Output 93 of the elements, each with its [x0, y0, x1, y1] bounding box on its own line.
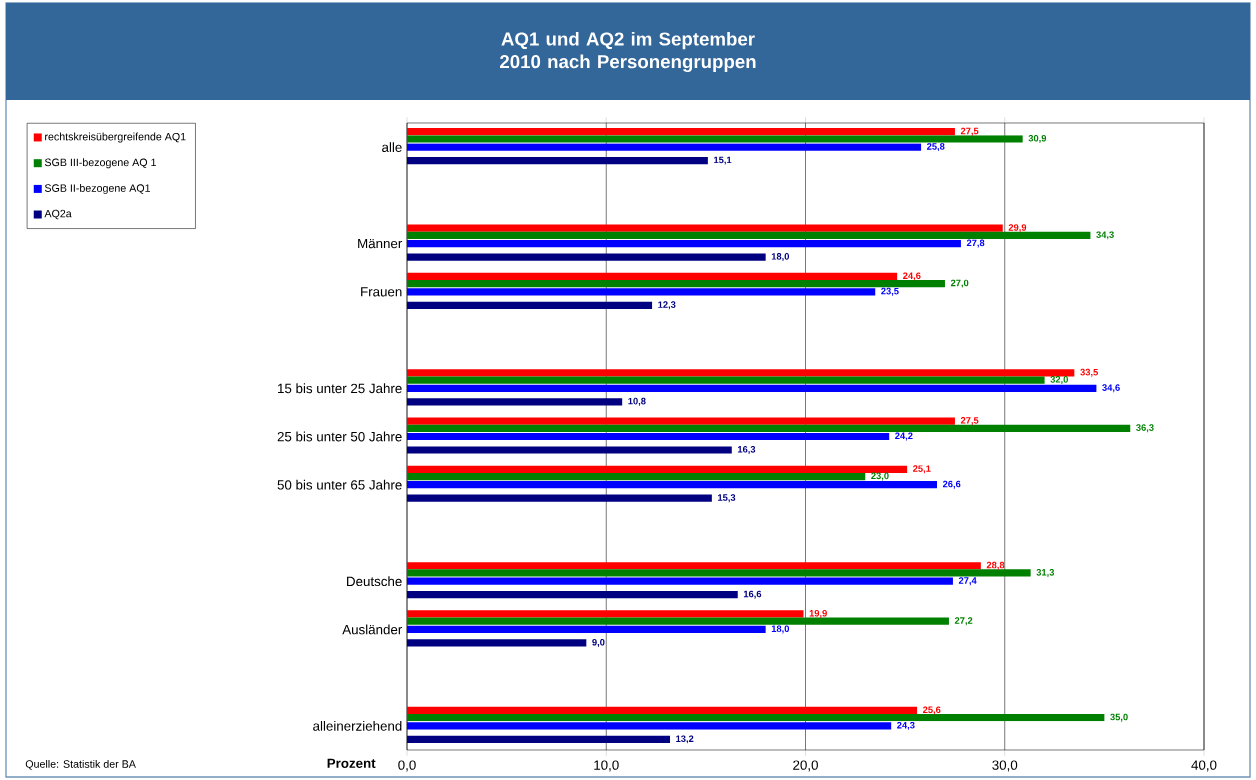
data-label: 12,3	[658, 301, 676, 310]
y-tick-label: 15 bis unter 25 Jahre	[278, 383, 402, 394]
x-tick-label: 40,0	[1191, 760, 1217, 772]
bar	[407, 481, 938, 489]
bar	[407, 272, 898, 280]
data-label: 26,6	[942, 480, 961, 489]
data-label: 19,9	[809, 610, 827, 618]
data-label: 9,0	[592, 638, 605, 647]
x-tick-label: 20,0	[793, 760, 818, 772]
data-label: 32,0	[1050, 376, 1068, 385]
data-label: 23,5	[881, 287, 899, 296]
y-tick-label: alle	[382, 142, 402, 152]
y-tick-label: Frauen	[361, 287, 402, 297]
bar	[407, 231, 1091, 239]
data-label: 27,8	[966, 239, 985, 248]
legend-label: SGB II-bezogene AQ1	[44, 184, 151, 194]
data-label: 27,2	[954, 617, 973, 626]
y-tick-label: Ausländer	[342, 624, 403, 635]
bar	[407, 432, 890, 441]
bar	[407, 288, 876, 296]
data-label: 33,5	[1080, 368, 1098, 377]
data-label: 27,5	[960, 127, 979, 136]
chart-title: AQ1 und AQ2 im September 2010 nach Personengruppen	[500, 31, 756, 73]
legend-label: rechtskreisübergreifende AQ1	[45, 132, 186, 143]
data-label: 16,3	[737, 446, 756, 454]
bar	[407, 279, 945, 288]
bar	[407, 384, 1097, 392]
bar	[407, 569, 1031, 577]
bar	[407, 128, 955, 136]
bar	[407, 424, 1131, 432]
x-tick-label: 10,0	[594, 760, 619, 772]
data-label: 15,1	[714, 156, 732, 165]
data-label: 15,3	[718, 494, 736, 503]
bar	[407, 617, 949, 625]
legend-label: SGB III-bezogene AQ 1	[44, 158, 156, 169]
y-tick-label: 50 bis unter 65 Jahre	[277, 479, 402, 490]
bar	[407, 135, 1023, 143]
bar	[407, 591, 738, 599]
bar	[407, 398, 623, 406]
bar	[407, 376, 1045, 384]
bar	[407, 625, 766, 634]
data-label: 27,4	[958, 577, 977, 586]
bar	[407, 446, 732, 454]
y-tick-label: alleinerziehend	[313, 720, 402, 731]
data-label: 29,9	[1008, 224, 1027, 233]
legend-label: AQ2a	[44, 209, 72, 220]
data-label: 16,6	[743, 590, 762, 599]
data-label: 18,0	[771, 625, 790, 634]
data-label: 18,0	[771, 253, 790, 262]
data-label: 36,3	[1136, 424, 1154, 433]
x-tick-label: 30,0	[992, 760, 1018, 772]
data-label: 31,3	[1036, 569, 1055, 577]
y-tick-label: Männer	[358, 238, 403, 249]
bar	[407, 143, 922, 151]
bar	[407, 639, 587, 647]
bar	[407, 369, 1075, 377]
data-label: 34,3	[1096, 231, 1114, 240]
bar	[407, 494, 712, 502]
bar	[407, 562, 981, 570]
y-tick-label: Deutsche	[347, 576, 402, 587]
bar	[407, 253, 766, 261]
bar	[407, 610, 804, 618]
bar	[407, 714, 1105, 722]
bar	[407, 577, 953, 585]
bar	[407, 224, 1003, 232]
bar	[407, 465, 908, 473]
x-tick-label: 0,0	[398, 760, 416, 772]
bar	[407, 722, 892, 730]
data-label: 27,5	[960, 417, 979, 426]
bar	[407, 735, 671, 743]
data-label: 10,8	[628, 397, 646, 406]
data-label: 28,8	[986, 561, 1005, 570]
data-label: 30,9	[1028, 134, 1047, 143]
data-label: 25,8	[926, 143, 945, 152]
bar	[407, 239, 961, 248]
bar	[407, 706, 918, 715]
bar	[407, 417, 955, 425]
bar	[407, 157, 708, 165]
x-axis-title: Prozent	[327, 758, 376, 768]
data-label: 25,6	[922, 706, 941, 715]
data-label: 34,6	[1102, 384, 1120, 393]
data-label: 24,2	[895, 432, 913, 441]
data-label: 24,3	[897, 721, 915, 730]
data-label: 25,1	[913, 465, 931, 474]
data-label: 24,6	[903, 272, 921, 281]
bar	[407, 301, 653, 309]
data-label: 35,0	[1110, 713, 1128, 722]
data-label: 23,0	[871, 472, 889, 481]
source-note: Quelle: Statistik der BA	[25, 759, 136, 770]
y-tick-label: 25 bis unter 50 Jahre	[277, 431, 402, 442]
data-label: 27,0	[950, 279, 969, 288]
data-label: 13,2	[676, 735, 694, 744]
bar	[407, 472, 866, 481]
